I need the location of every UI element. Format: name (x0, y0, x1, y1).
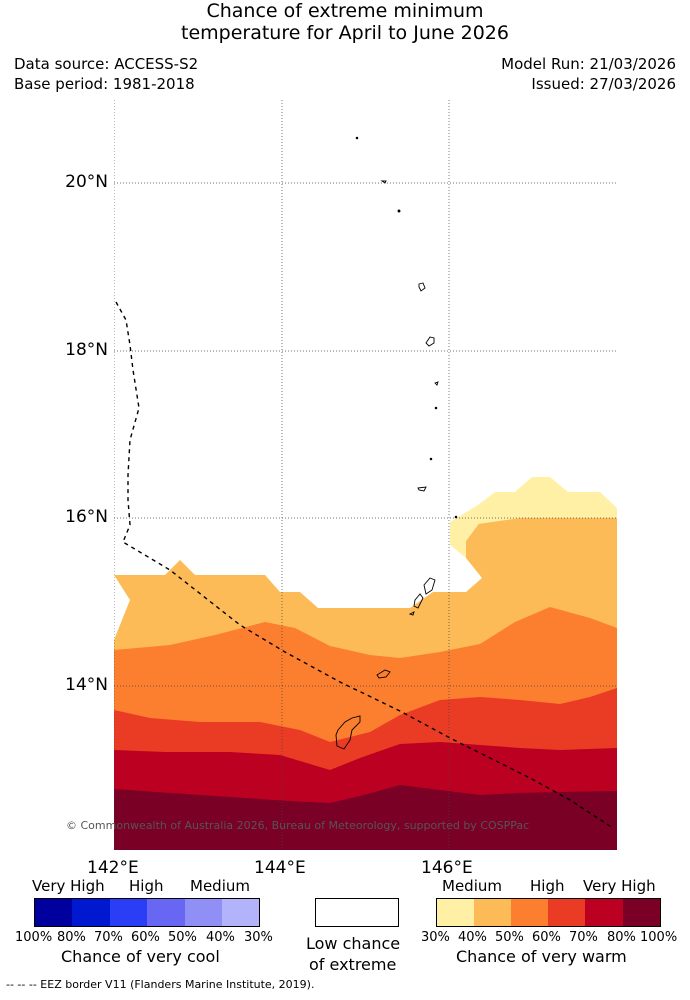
neutral-caption-line1: Low chance (306, 934, 401, 953)
warm-very-high-label: Very High (583, 877, 656, 895)
neutral-caption-line2: of extreme (309, 955, 397, 974)
eez-border (115, 301, 614, 829)
map-title-line2: temperature for April to June 2026 (181, 22, 509, 44)
warm-pct-50: 50% (495, 930, 524, 945)
lon-label-144e: 144°E (254, 858, 306, 878)
issued-date: Issued: 27/03/2026 (531, 75, 676, 93)
cool-pct-60: 60% (131, 930, 160, 945)
base-period: Base period: 1981-2018 (14, 75, 195, 93)
warm-pct-100: 100% (640, 930, 678, 945)
data-source: Data source: ACCESS-S2 (14, 55, 199, 73)
cool-colorbar (34, 898, 260, 927)
warm-caption: Chance of very warm (456, 947, 627, 966)
warm-colorbar (436, 898, 661, 927)
warm-pct-70: 70% (569, 930, 598, 945)
forecast-bands (114, 100, 617, 850)
model-run: Model Run: 21/03/2026 (501, 55, 676, 73)
cool-pct-100: 100% (15, 930, 53, 945)
lat-label-20n: 20°N (65, 172, 108, 192)
warm-swatch-80-100 (623, 899, 660, 926)
warm-swatch-70-80 (585, 899, 623, 926)
island-outlines (335, 136, 458, 750)
band-yellow-ne (450, 477, 617, 558)
eez-footnote: -- -- -- EEZ border V11 (Flanders Marine… (6, 978, 315, 991)
graticule (114, 100, 617, 850)
cool-pct-30: 30% (244, 930, 273, 945)
warm-pct-30: 30% (421, 930, 450, 945)
warm-high-label: High (530, 877, 565, 895)
warm-pct-80: 80% (607, 930, 636, 945)
cool-pct-40: 40% (206, 930, 235, 945)
warm-swatch-30-40 (437, 899, 474, 926)
cool-swatch-60-70 (110, 899, 147, 926)
lat-label-18n: 18°N (65, 340, 108, 360)
cool-swatch-80-100 (35, 899, 72, 926)
cool-swatch-30-40 (222, 899, 259, 926)
cool-pct-80: 80% (57, 930, 86, 945)
lat-label-16n: 16°N (65, 507, 108, 527)
neutral-swatch (315, 898, 399, 927)
cool-swatch-70-80 (72, 899, 110, 926)
lon-label-146e: 146°E (421, 858, 473, 878)
band-80-100 (114, 785, 617, 850)
cool-very-high-label: Very High (32, 877, 105, 895)
cool-high-label: High (129, 877, 164, 895)
lat-label-14n: 14°N (65, 675, 108, 695)
cool-caption: Chance of very cool (61, 947, 220, 966)
warm-medium-label: Medium (442, 877, 502, 895)
map-title-line1: Chance of extreme minimum (206, 0, 484, 22)
warm-swatch-50-60 (511, 899, 548, 926)
cool-swatch-40-50 (185, 899, 222, 926)
warm-pct-60: 60% (532, 930, 561, 945)
map-copyright: © Commonwealth of Australia 2026, Bureau… (66, 819, 530, 832)
warm-swatch-60-70 (548, 899, 585, 926)
cool-swatch-50-60 (147, 899, 185, 926)
warm-pct-40: 40% (458, 930, 487, 945)
cool-medium-label: Medium (190, 877, 250, 895)
lon-label-142e: 142°E (87, 858, 139, 878)
cool-pct-50: 50% (168, 930, 197, 945)
warm-swatch-40-50 (474, 899, 511, 926)
cool-pct-70: 70% (94, 930, 123, 945)
